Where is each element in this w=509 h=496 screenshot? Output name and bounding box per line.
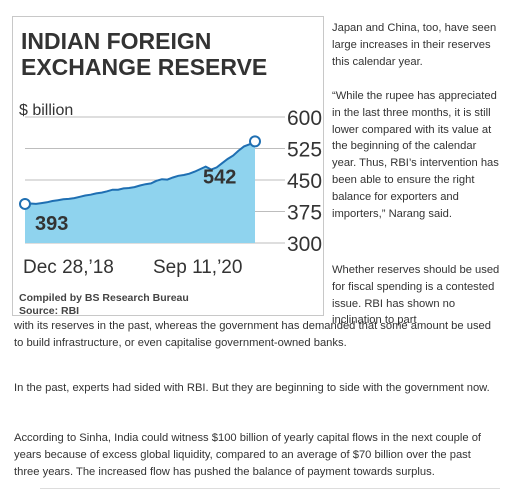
x-label-end: Sep 11,’20 (153, 257, 242, 278)
article-paragraph-3: According to Sinha, India could witness … (14, 432, 482, 478)
end-marker (249, 135, 261, 148)
chart-title-line-1: INDIAN FOREIGN (21, 28, 211, 54)
x-label-start: Dec 28,’18 (23, 257, 114, 278)
reserve-line (24, 140, 256, 205)
divider (40, 488, 500, 489)
article-paragraph-2: In the past, experts had sided with RBI.… (14, 382, 490, 394)
article-paragraph-continuation: with its reserves in the past, whereas t… (14, 320, 491, 349)
start-value-label: 393 (35, 213, 68, 235)
end-value-label: 542 (203, 166, 236, 188)
y-tick-600: 600 (287, 107, 322, 130)
y-tick-375: 375 (287, 202, 322, 225)
source-line-1: Compiled by BS Research Bureau (19, 292, 189, 304)
start-marker (19, 197, 31, 210)
article-right-paragraph-2: “While the rupee has appreciated in the … (332, 90, 499, 220)
area-layer: 393 542 (19, 135, 261, 243)
reserve-chart: INDIAN FOREIGN EXCHANGE RESERVE $ billio… (19, 28, 322, 317)
source-line-2: Source: RBI (19, 305, 79, 317)
y-tick-labels: 600 525 450 375 300 (287, 107, 322, 256)
article-right-paragraph-3: Whether reserves should be used for fisc… (332, 264, 500, 327)
y-tick-525: 525 (287, 139, 322, 162)
y-tick-300: 300 (287, 233, 322, 256)
chart-title-line-2: EXCHANGE RESERVE (21, 54, 267, 80)
y-axis-label: $ billion (19, 102, 73, 119)
chart-panel: INDIAN FOREIGN EXCHANGE RESERVE $ billio… (12, 16, 324, 317)
article-right-paragraph-1: Japan and China, too, have seen large in… (332, 22, 497, 68)
y-tick-450: 450 (287, 170, 322, 193)
area-fill (25, 141, 255, 243)
